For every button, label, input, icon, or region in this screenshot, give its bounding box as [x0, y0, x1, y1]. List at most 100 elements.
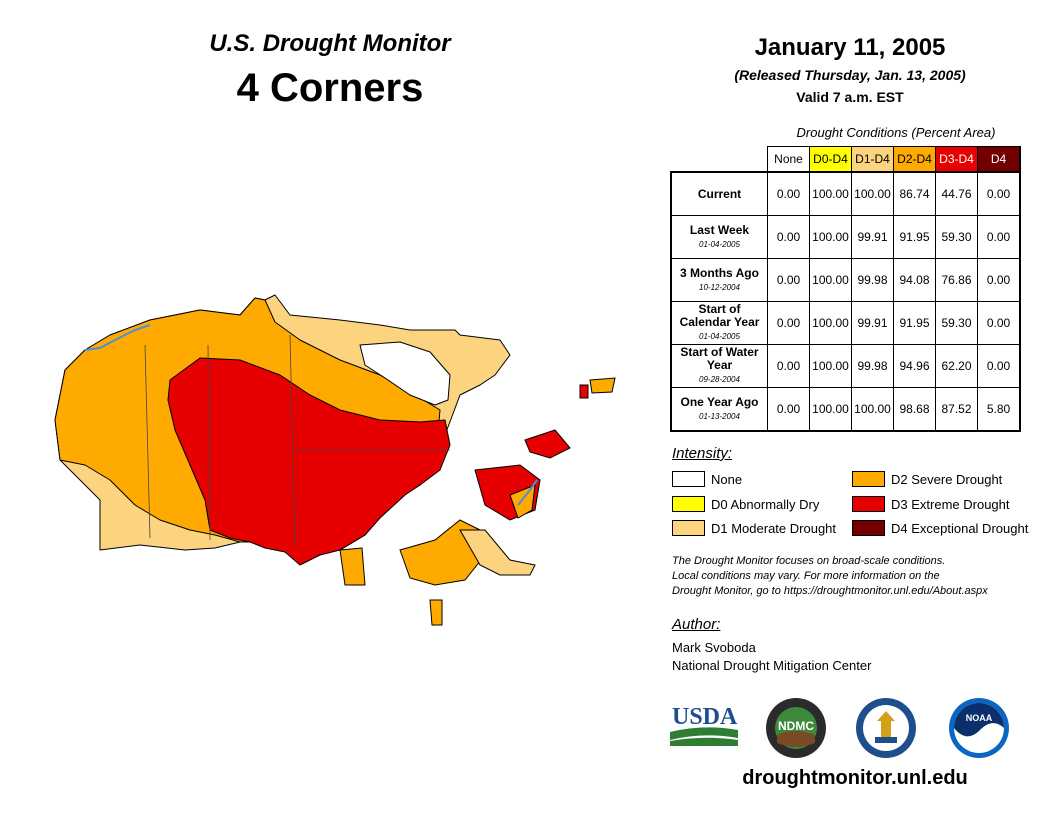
map-river-east: [517, 479, 538, 506]
map-east-patch-5: [579, 384, 589, 399]
table-cell: 0.00: [767, 215, 810, 259]
table-cell: 100.00: [809, 215, 852, 259]
row-label: Current: [670, 171, 768, 216]
map-east-patch-2: [509, 484, 536, 519]
table-cell: 44.76: [935, 171, 978, 216]
legend-d1: D1 Moderate Drought: [672, 520, 836, 536]
table-cell: 59.30: [935, 215, 978, 259]
map-east-patch-4: [589, 377, 616, 394]
table-cell: 94.96: [893, 344, 936, 388]
table-cell: 100.00: [851, 387, 894, 432]
disclaimer-note: The Drought Monitor focuses on broad-sca…: [672, 554, 1042, 599]
ndmc-logo-text: NDMC: [778, 719, 814, 733]
col-none: None: [767, 146, 810, 173]
legend-d4: D4 Exceptional Drought: [852, 520, 1028, 536]
map-east-patch-3: [524, 429, 571, 459]
website-link[interactable]: droughtmonitor.unl.edu: [742, 767, 968, 789]
table-cell: 100.00: [809, 258, 852, 302]
table-cell: 0.00: [977, 258, 1021, 302]
author-org: National Drought Mitigation Center: [672, 658, 872, 673]
monitor-title: U.S. Drought Monitor: [209, 30, 451, 57]
col-d4: D4: [977, 146, 1021, 173]
noaa-logo-text: NOAA: [966, 713, 993, 723]
table-cell: 0.00: [767, 258, 810, 302]
table-cell: 0.00: [977, 344, 1021, 388]
col-d0-d4: D0-D4: [809, 146, 852, 173]
table-cell: 99.91: [851, 301, 894, 345]
table-cell: 0.00: [977, 171, 1021, 216]
table-row: One Year Ago 01-13-2004 0.00 100.00 100.0…: [670, 387, 1021, 432]
conditions-table: None D0-D4 D1-D4 D2-D4 D3-D4 D4 Current …: [670, 146, 1021, 432]
table-cell: 0.00: [767, 344, 810, 388]
note-line: Drought Monitor, go to https://droughtmo…: [672, 585, 988, 597]
table-cell: 91.95: [893, 301, 936, 345]
map-south-patch-3: [429, 599, 443, 626]
table-row: Last Week 01-04-2005 0.00 100.00 99.91 91…: [670, 215, 1021, 259]
table-row: Current 0.00 100.00 100.00 86.74 44.76 0…: [670, 171, 1021, 216]
table-cell: 0.00: [977, 301, 1021, 345]
table-corner: [671, 146, 768, 173]
ndmc-logo: NDMC: [766, 698, 826, 758]
row-label: One Year Ago 01-13-2004: [670, 387, 768, 432]
map-river-north: [84, 324, 151, 351]
table-cell: 0.00: [977, 215, 1021, 259]
col-d2-d4: D2-D4: [893, 146, 936, 173]
table-cell: 99.98: [851, 344, 894, 388]
map-southwest-patch: [339, 547, 366, 586]
table-row: 3 Months Ago 10-12-2004 0.00 100.00 99.98…: [670, 258, 1021, 302]
table-row: Start of Water Year 09-28-2004 0.00 100.0…: [670, 344, 1021, 388]
row-label: Last Week 01-04-2005: [670, 215, 768, 259]
table-cell: 0.00: [767, 171, 810, 216]
table-row: Start of Calendar Year 01-04-2005 0.00 10…: [670, 301, 1021, 345]
note-line: Local conditions may vary. For more info…: [672, 570, 940, 582]
table-cell: 0.00: [767, 301, 810, 345]
drought-map: [54, 294, 616, 626]
usda-logo: USDA: [670, 704, 738, 746]
legend-d2: D2 Severe Drought: [852, 471, 1002, 487]
table-cell: 0.00: [767, 387, 810, 432]
release-date: (Released Thursday, Jan. 13, 2005): [734, 67, 966, 83]
table-cell: 98.68: [893, 387, 936, 432]
legend-label: D2 Severe Drought: [891, 471, 1003, 487]
table-cell: 91.95: [893, 215, 936, 259]
table-cell: 59.30: [935, 301, 978, 345]
table-cell: 62.20: [935, 344, 978, 388]
table-cell: 5.80: [977, 387, 1021, 432]
row-label: 3 Months Ago 10-12-2004: [670, 258, 768, 302]
region-title: 4 Corners: [236, 66, 424, 110]
table-cell: 100.00: [809, 344, 852, 388]
valid-time: Valid 7 a.m. EST: [796, 89, 904, 105]
table-cell: 94.08: [893, 258, 936, 302]
table-cell: 100.00: [809, 387, 852, 432]
legend-label: D4 Exceptional Drought: [891, 520, 1029, 536]
legend-swatch: [852, 520, 885, 536]
legend-swatch: [672, 496, 705, 512]
table-cell: 99.91: [851, 215, 894, 259]
author-name: Mark Svoboda: [672, 640, 756, 655]
map-south-patch-2: [459, 529, 536, 576]
row-label: Start of Calendar Year 01-04-2005: [670, 301, 768, 345]
row-label: Start of Water Year 09-28-2004: [670, 344, 768, 388]
table-cell: 99.98: [851, 258, 894, 302]
table-cell: 87.52: [935, 387, 978, 432]
table-cell: 76.86: [935, 258, 978, 302]
legend-none: None: [672, 471, 742, 487]
table-cell: 100.00: [851, 171, 894, 216]
map-date: January 11, 2005: [754, 34, 946, 61]
commerce-seal-logo: [856, 698, 916, 758]
map-d3-area: [167, 357, 451, 566]
col-d3-d4: D3-D4: [935, 146, 978, 173]
intensity-heading: Intensity:: [672, 445, 733, 462]
legend-label: D3 Extreme Drought: [891, 496, 1010, 512]
legend-swatch: [672, 520, 705, 536]
legend-swatch: [852, 471, 885, 487]
legend-label: None: [711, 471, 743, 487]
author-heading: Author:: [672, 616, 721, 633]
legend-swatch: [672, 471, 705, 487]
table-cell: 100.00: [809, 301, 852, 345]
table-cell: 86.74: [893, 171, 936, 216]
conditions-caption: Drought Conditions (Percent Area): [796, 125, 996, 140]
legend-d0: D0 Abnormally Dry: [672, 496, 819, 512]
legend-label: D1 Moderate Drought: [711, 520, 837, 536]
usda-logo-text: USDA: [672, 704, 738, 730]
